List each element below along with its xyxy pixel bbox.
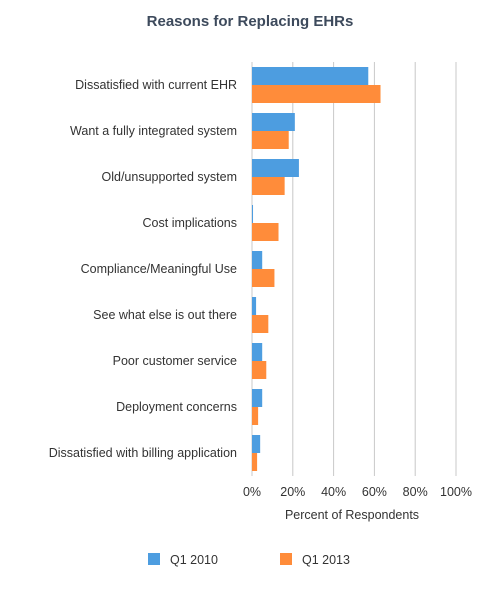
category-label: Deployment concerns — [116, 400, 237, 414]
legend-item[interactable]: Q1 2010 — [148, 553, 218, 567]
bar-q1-2010 — [252, 343, 263, 361]
bar-q1-2010 — [252, 251, 263, 269]
bar-q1-2013 — [252, 223, 279, 241]
category-label: Dissatisfied with billing application — [49, 446, 237, 460]
legend-label: Q1 2013 — [302, 553, 350, 567]
x-axis-ticks: 0% 20% 40% 60% 80% 100% — [243, 485, 472, 499]
bar-q1-2013 — [252, 269, 275, 287]
bar-q1-2013 — [252, 131, 289, 149]
x-tick-label: 40% — [321, 485, 346, 499]
category-label: See what else is out there — [93, 308, 237, 322]
bar-q1-2010 — [252, 113, 295, 131]
bar-q1-2013 — [252, 315, 269, 333]
bar-q1-2010 — [252, 159, 299, 177]
bar-q1-2013 — [252, 453, 258, 471]
category-label: Compliance/Meaningful Use — [81, 262, 237, 276]
category-labels: Dissatisfied with current EHR Want a full… — [49, 78, 237, 460]
chart-title: Reasons for Replacing EHRs — [147, 13, 354, 30]
bar-q1-2010 — [252, 389, 263, 407]
category-label: Cost implications — [143, 216, 237, 230]
bar-q1-2010 — [252, 205, 254, 223]
bar-q1-2010 — [252, 67, 369, 85]
category-label: Poor customer service — [113, 354, 237, 368]
legend: Q1 2010 Q1 2013 — [148, 553, 350, 567]
bar-q1-2010 — [252, 435, 261, 453]
x-tick-label: 20% — [280, 485, 305, 499]
x-axis-title: Percent of Respondents — [285, 508, 419, 522]
bars — [252, 67, 381, 471]
bar-q1-2013 — [252, 407, 259, 425]
legend-swatch — [280, 553, 292, 565]
x-tick-label: 100% — [440, 485, 472, 499]
legend-swatch — [148, 553, 160, 565]
bar-q1-2013 — [252, 85, 381, 103]
x-tick-label: 60% — [362, 485, 387, 499]
bar-q1-2013 — [252, 177, 285, 195]
legend-item[interactable]: Q1 2013 — [280, 553, 350, 567]
category-label: Dissatisfied with current EHR — [75, 78, 237, 92]
bar-q1-2010 — [252, 297, 257, 315]
category-label: Want a fully integrated system — [70, 124, 237, 138]
category-label: Old/unsupported system — [102, 170, 238, 184]
x-tick-label: 0% — [243, 485, 261, 499]
x-tick-label: 80% — [403, 485, 428, 499]
legend-label: Q1 2010 — [170, 553, 218, 567]
bar-q1-2013 — [252, 361, 267, 379]
